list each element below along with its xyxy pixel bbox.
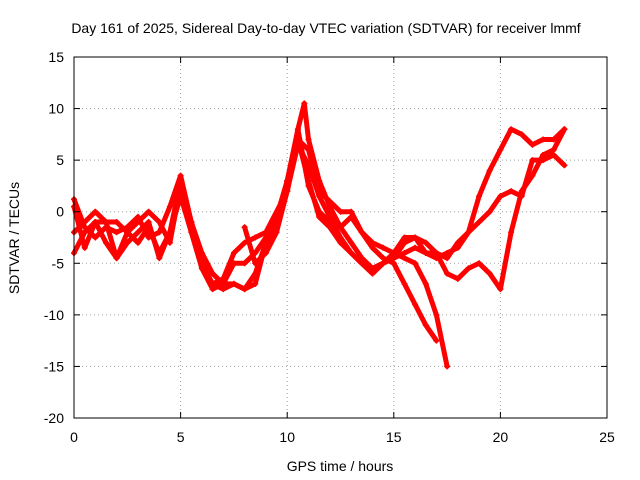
x-tick-label: 5 [177, 429, 185, 445]
y-tick-label: 0 [56, 204, 64, 220]
series-5 [242, 126, 568, 292]
x-tick-label: 0 [70, 429, 78, 445]
x-axis-title: GPS time / hours [287, 458, 394, 474]
y-tick-label: -10 [44, 307, 64, 323]
chart-title: Day 161 of 2025, Sidereal Day-to-day VTE… [71, 20, 580, 36]
y-axis-title: SDTVAR / TECUs [6, 182, 22, 294]
y-tick-label: -20 [44, 410, 64, 426]
series-4 [71, 126, 567, 292]
x-tick-label: 15 [386, 429, 402, 445]
y-tick-label: 15 [48, 49, 64, 65]
tick-labels: 0 5 10 15 20 25 -20 -15 -10 -5 0 5 10 15 [44, 49, 615, 445]
y-tick-label: 5 [56, 152, 64, 168]
data-points [71, 100, 567, 369]
x-tick-label: 25 [599, 429, 615, 445]
y-tick-label: -5 [52, 255, 65, 271]
y-tick-label: -15 [44, 358, 64, 374]
y-tick-label: 10 [48, 101, 64, 117]
x-tick-label: 20 [493, 429, 509, 445]
chart: Day 161 of 2025, Sidereal Day-to-day VTE… [0, 0, 640, 480]
x-tick-label: 10 [279, 429, 295, 445]
